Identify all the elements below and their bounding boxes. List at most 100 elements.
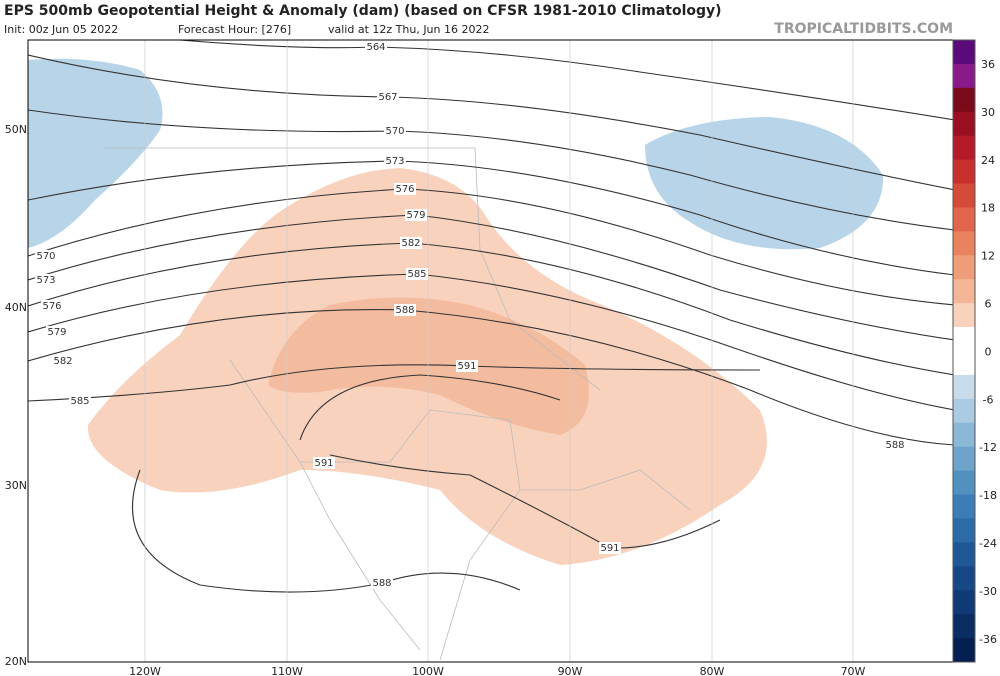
colorbar-label: 18 bbox=[981, 202, 995, 215]
init: Init: 00z Jun 05 2022 bbox=[4, 23, 118, 36]
colorbar-swatch bbox=[953, 398, 975, 424]
contour-label: 564 bbox=[366, 42, 385, 53]
contour-label-bg bbox=[384, 155, 406, 167]
contour-label: 591 bbox=[600, 543, 619, 554]
watermark: TROPICALTIDBITS.COM bbox=[774, 21, 953, 37]
contour-label: 588 bbox=[395, 305, 414, 316]
contour-label-bg bbox=[394, 183, 416, 195]
colorbar-swatch bbox=[953, 614, 975, 639]
colorbar-swatch bbox=[953, 159, 975, 185]
colorbar-swatch bbox=[953, 183, 975, 208]
contour-label: 585 bbox=[407, 269, 426, 280]
colorbar-swatch bbox=[953, 351, 975, 376]
contour-label-bg bbox=[46, 326, 68, 338]
contours bbox=[28, 40, 953, 593]
contour-label: 573 bbox=[36, 275, 55, 286]
colorbar: 36 30 24 18 12 6 0 -6 -12 -18 -24 -30 -36 bbox=[952, 39, 997, 663]
colorbar-swatch bbox=[953, 255, 975, 280]
colorbar-swatch bbox=[953, 87, 975, 113]
latitude-label: 20N bbox=[5, 655, 27, 668]
contour-label: 576 bbox=[42, 301, 61, 312]
contour-label: 585 bbox=[70, 396, 89, 407]
contour-label: 582 bbox=[53, 356, 72, 367]
contour-label: 579 bbox=[406, 210, 425, 221]
longitude-label: 100W bbox=[412, 665, 444, 676]
colorbar-swatch bbox=[953, 40, 975, 65]
colorbar-label: 6 bbox=[985, 298, 992, 311]
longitude-label: 70W bbox=[841, 665, 866, 676]
colorbar-swatch bbox=[953, 446, 975, 472]
contour-label: 576 bbox=[395, 184, 414, 195]
colorbar-label: 24 bbox=[981, 154, 995, 167]
colorbar-swatch bbox=[953, 327, 975, 352]
contour-label: 588 bbox=[885, 440, 904, 451]
colorbar-swatch bbox=[953, 470, 975, 496]
contour-label-bg bbox=[400, 237, 422, 249]
latitude-label: 40N bbox=[5, 301, 27, 314]
valid-time: valid at 12z Thu, Jun 16 2022 bbox=[328, 23, 490, 36]
contour-label: 579 bbox=[47, 327, 66, 338]
title: EPS 500mb Geopotential Height & Anomaly … bbox=[4, 3, 722, 19]
contour-label: 570 bbox=[36, 251, 55, 262]
contour-label-bg bbox=[406, 268, 428, 280]
neg-anomaly bbox=[28, 58, 163, 248]
colorbar-label: -24 bbox=[979, 537, 997, 550]
colorbar-swatch bbox=[953, 374, 975, 400]
contour-label: 588 bbox=[372, 578, 391, 589]
colorbar-swatch bbox=[953, 111, 975, 137]
colorbar-swatch bbox=[953, 542, 975, 567]
contour-label: 573 bbox=[385, 156, 404, 167]
longitude-label: 90W bbox=[558, 665, 583, 676]
colorbar-label: 12 bbox=[981, 250, 995, 263]
colorbar-swatch bbox=[953, 63, 975, 89]
colorbar-swatch bbox=[953, 494, 975, 519]
contour-label-bg bbox=[394, 304, 416, 316]
contour-label: 570 bbox=[385, 126, 404, 137]
colorbar-label: -6 bbox=[983, 393, 994, 406]
contour-label-bg bbox=[371, 577, 393, 589]
latitude-label: 50N bbox=[5, 123, 27, 136]
colorbar-label: -18 bbox=[979, 489, 997, 502]
colorbar-swatch bbox=[953, 422, 975, 448]
colorbar-swatch bbox=[953, 279, 975, 304]
colorbar-label: 30 bbox=[981, 106, 995, 119]
contour-label-bg bbox=[52, 355, 74, 367]
colorbar-label: -30 bbox=[979, 585, 997, 598]
colorbar-frame bbox=[952, 39, 976, 663]
longitude-label: 80W bbox=[700, 665, 725, 676]
colorbar-swatch bbox=[953, 207, 975, 232]
contour-label-bg bbox=[313, 457, 335, 469]
colorbar-swatch bbox=[953, 518, 975, 543]
colorbar-swatch bbox=[953, 231, 975, 256]
colorbar-label: -12 bbox=[979, 441, 997, 454]
contour-label-bg bbox=[405, 209, 427, 221]
colorbar-swatch bbox=[953, 303, 975, 328]
map bbox=[28, 40, 953, 662]
colorbar-label: -36 bbox=[979, 633, 997, 646]
colorbar-swatch bbox=[953, 566, 975, 591]
contour-label-bg bbox=[599, 542, 621, 554]
colorbar-label: 36 bbox=[981, 58, 995, 71]
colorbar-label: 0 bbox=[985, 345, 992, 358]
contour-label-bg bbox=[884, 439, 906, 451]
forecast-hour: Forecast Hour: [276] bbox=[178, 23, 291, 36]
latitude-label: 30N bbox=[5, 479, 27, 492]
contour-label-bg bbox=[41, 300, 63, 312]
contour-label-bg bbox=[69, 395, 91, 407]
longitude-label: 110W bbox=[271, 665, 303, 676]
contour-label-bg bbox=[377, 91, 399, 103]
contour-label-bg bbox=[365, 41, 387, 53]
contour-label: 582 bbox=[401, 238, 420, 249]
colorbar-swatch bbox=[953, 638, 975, 663]
colorbar-swatch bbox=[953, 135, 975, 161]
colorbar-swatch bbox=[953, 590, 975, 615]
contour-label: 567 bbox=[378, 92, 397, 103]
contour-label-bg bbox=[456, 360, 478, 372]
contour-label-bg bbox=[384, 125, 406, 137]
contour-label: 591 bbox=[457, 361, 476, 372]
longitude-label: 120W bbox=[129, 665, 161, 676]
contour-label: 591 bbox=[314, 458, 333, 469]
contour-label-bg bbox=[35, 274, 57, 286]
pos-anomaly-core bbox=[268, 297, 590, 435]
